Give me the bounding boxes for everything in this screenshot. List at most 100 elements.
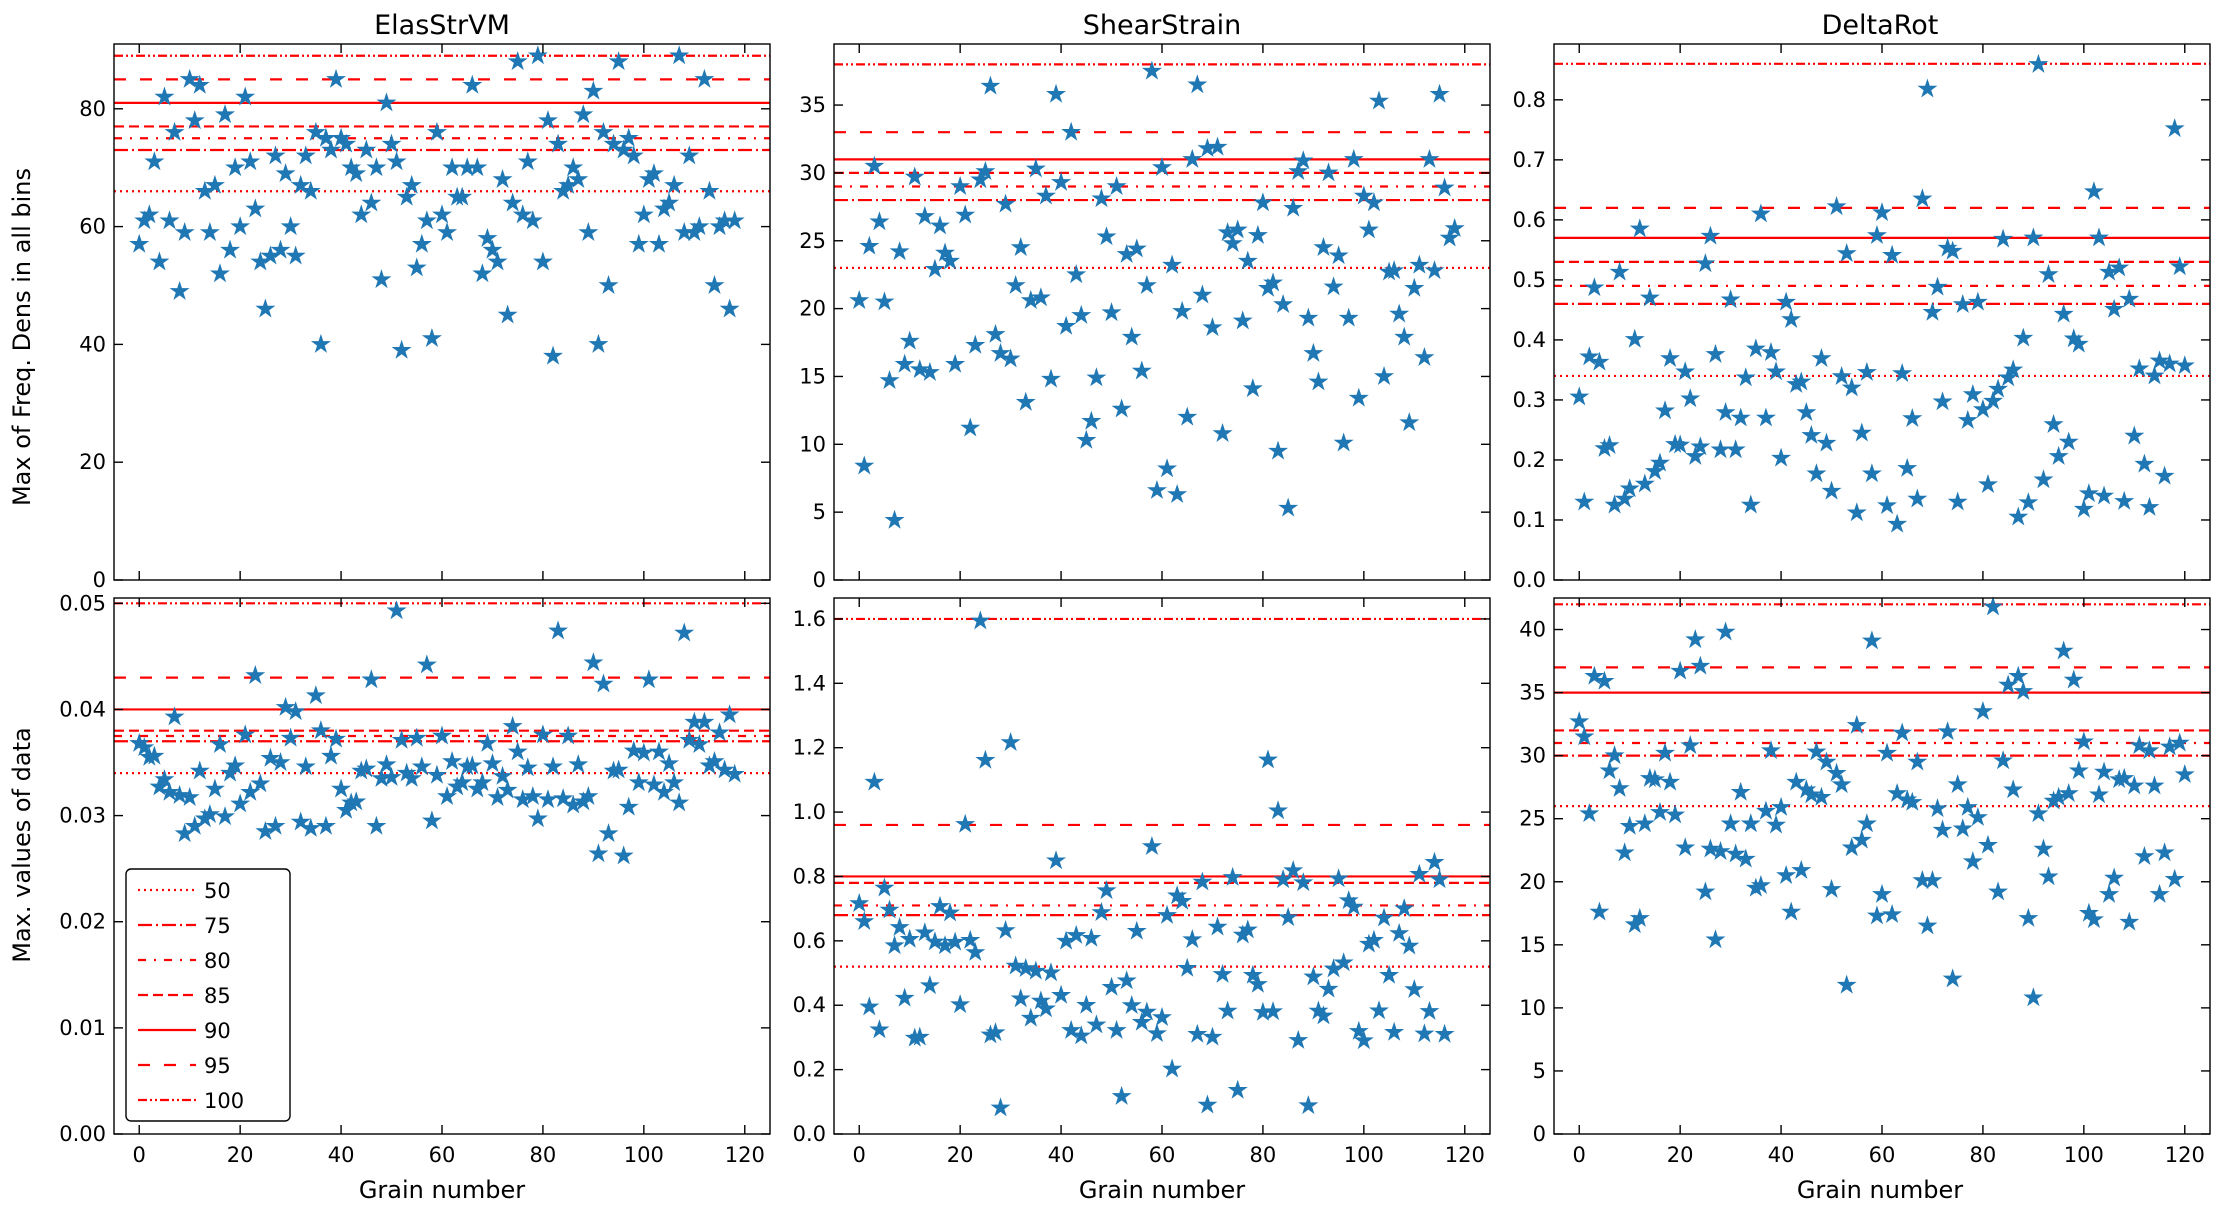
data-point [1010,237,1031,257]
data-point [1278,907,1299,927]
y-tick-label: 0.4 [1513,328,1546,352]
y-tick-label: 0.1 [1513,508,1546,532]
y-axis-label-bottom: Max. values of data [8,727,36,962]
data-point [874,877,895,897]
data-point [1404,978,1425,998]
data-point [1927,798,1948,818]
data-point [1252,192,1273,212]
data-point [704,274,725,294]
data-point [1000,732,1021,752]
data-point [492,168,513,188]
data-point [361,669,382,689]
data-point [1897,457,1918,477]
data-point [1288,1029,1309,1049]
data-point [669,792,690,812]
x-tick-label: 60 [1869,1143,1896,1167]
data-point [532,251,553,271]
x-tick-label: 100 [1344,1143,1384,1167]
data-point [914,922,935,942]
data-point [366,815,387,835]
data-point [1328,245,1349,265]
legend-label-50: 50 [204,879,231,903]
y-tick-label: 20 [1519,870,1546,894]
data-point [995,193,1016,213]
data-point [2134,453,2155,473]
data-point [914,205,935,225]
data-point [1846,502,1867,522]
data-point [421,328,442,348]
data-point [527,808,548,828]
data-point [1866,905,1887,925]
data-point [884,935,905,955]
x-tick-label: 100 [2064,1143,2104,1167]
data-point [432,204,452,224]
y-tick-label: 40 [79,332,106,356]
y-tick-label: 0 [1533,1122,1546,1146]
data-point [1404,277,1425,297]
x-tick-label: 40 [1048,1143,1075,1167]
data-point [1429,869,1450,889]
data-point [719,298,740,318]
data-point [1776,291,1797,311]
data-point [442,157,463,177]
data-point [1394,326,1415,346]
data-point [230,216,251,236]
x-tick-label: 120 [1445,1143,1485,1167]
data-point [1268,440,1289,460]
data-point [894,987,915,1007]
y-tick-label: 0.03 [59,804,106,828]
data-point [1720,289,1741,309]
y-tick-label: 0.00 [59,1122,106,1146]
data-point [1111,1085,1132,1105]
data-point [1947,491,1968,511]
data-point [2114,490,2135,510]
data-point [1298,1095,1319,1115]
data-point [2073,498,2094,518]
data-point [2139,496,2160,516]
data-point [1121,995,1142,1015]
data-point [849,289,870,309]
data-point [1051,171,1072,191]
data-point [517,151,538,171]
data-point [1872,202,1892,222]
data-point [1157,458,1178,478]
data-point [1781,901,1802,921]
data-point [1101,302,1122,322]
data-point [1035,185,1056,205]
data-point [376,754,397,774]
data-point [280,216,301,236]
data-point [1131,360,1152,380]
panel-4: 0 20 40 60 80 100 120 0.00 0.01 0.02 0.03 0.04 0.05 [59,591,771,1167]
data-point [598,823,619,843]
data-point [1665,804,1686,824]
x-tick-label: 80 [530,1143,557,1167]
data-point [1791,859,1812,879]
data-point [159,210,180,230]
y-tick-label: 0.6 [1513,208,1546,232]
legend-label-75: 75 [204,914,231,938]
data-point [169,280,190,300]
data-point [618,796,639,816]
data-point [255,298,276,318]
data-point [1902,408,1923,428]
data-point [1308,371,1329,391]
data-point [854,455,875,475]
data-point [2104,298,2125,318]
data-point [2018,492,2039,512]
data-point [1962,384,1983,404]
data-point [477,227,498,247]
legend-label-95: 95 [204,1054,231,1078]
data-point [1589,901,1610,921]
data-point [507,51,528,71]
data-point [1932,391,1953,411]
y-tick-label: 1.0 [793,800,826,824]
data-point [295,145,316,165]
y-tick-label: 1.6 [793,607,826,631]
data-point [1071,304,1092,324]
data-point [1116,970,1137,990]
data-point [1917,78,1938,98]
data-point [507,741,528,761]
data-point [1690,655,1711,675]
data-point [945,353,966,373]
data-point [1685,629,1706,649]
